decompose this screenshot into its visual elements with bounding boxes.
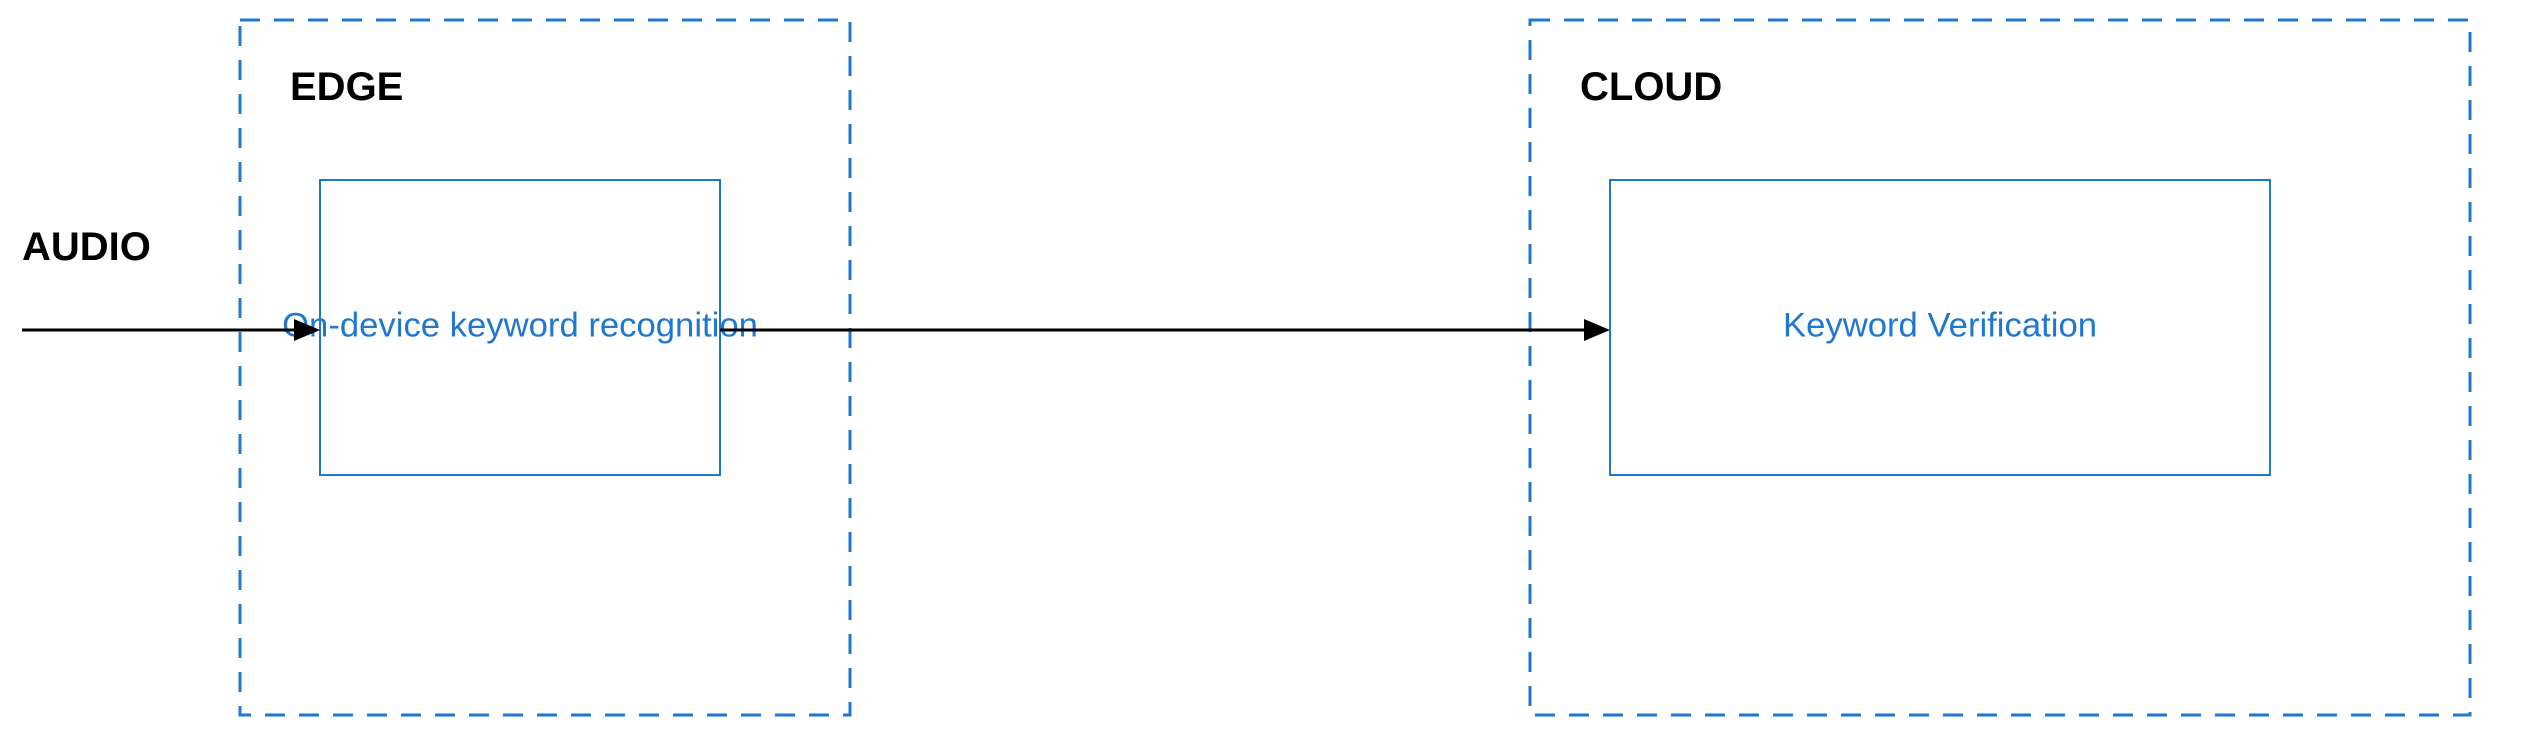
keyword-verification-node-label: Keyword Verification bbox=[1783, 307, 2097, 345]
diagram-canvas: On-device keyword recognition Keyword Ve… bbox=[0, 0, 2524, 740]
edge-group-box bbox=[240, 20, 850, 715]
on-device-node-label: On-device keyword recognition bbox=[282, 307, 758, 345]
cloud-group-box bbox=[1530, 20, 2470, 715]
cloud-label: CLOUD bbox=[1580, 65, 1722, 109]
audio-label: AUDIO bbox=[22, 225, 151, 269]
edge-label: EDGE bbox=[290, 65, 403, 109]
arrowhead-icon bbox=[1584, 319, 1610, 341]
